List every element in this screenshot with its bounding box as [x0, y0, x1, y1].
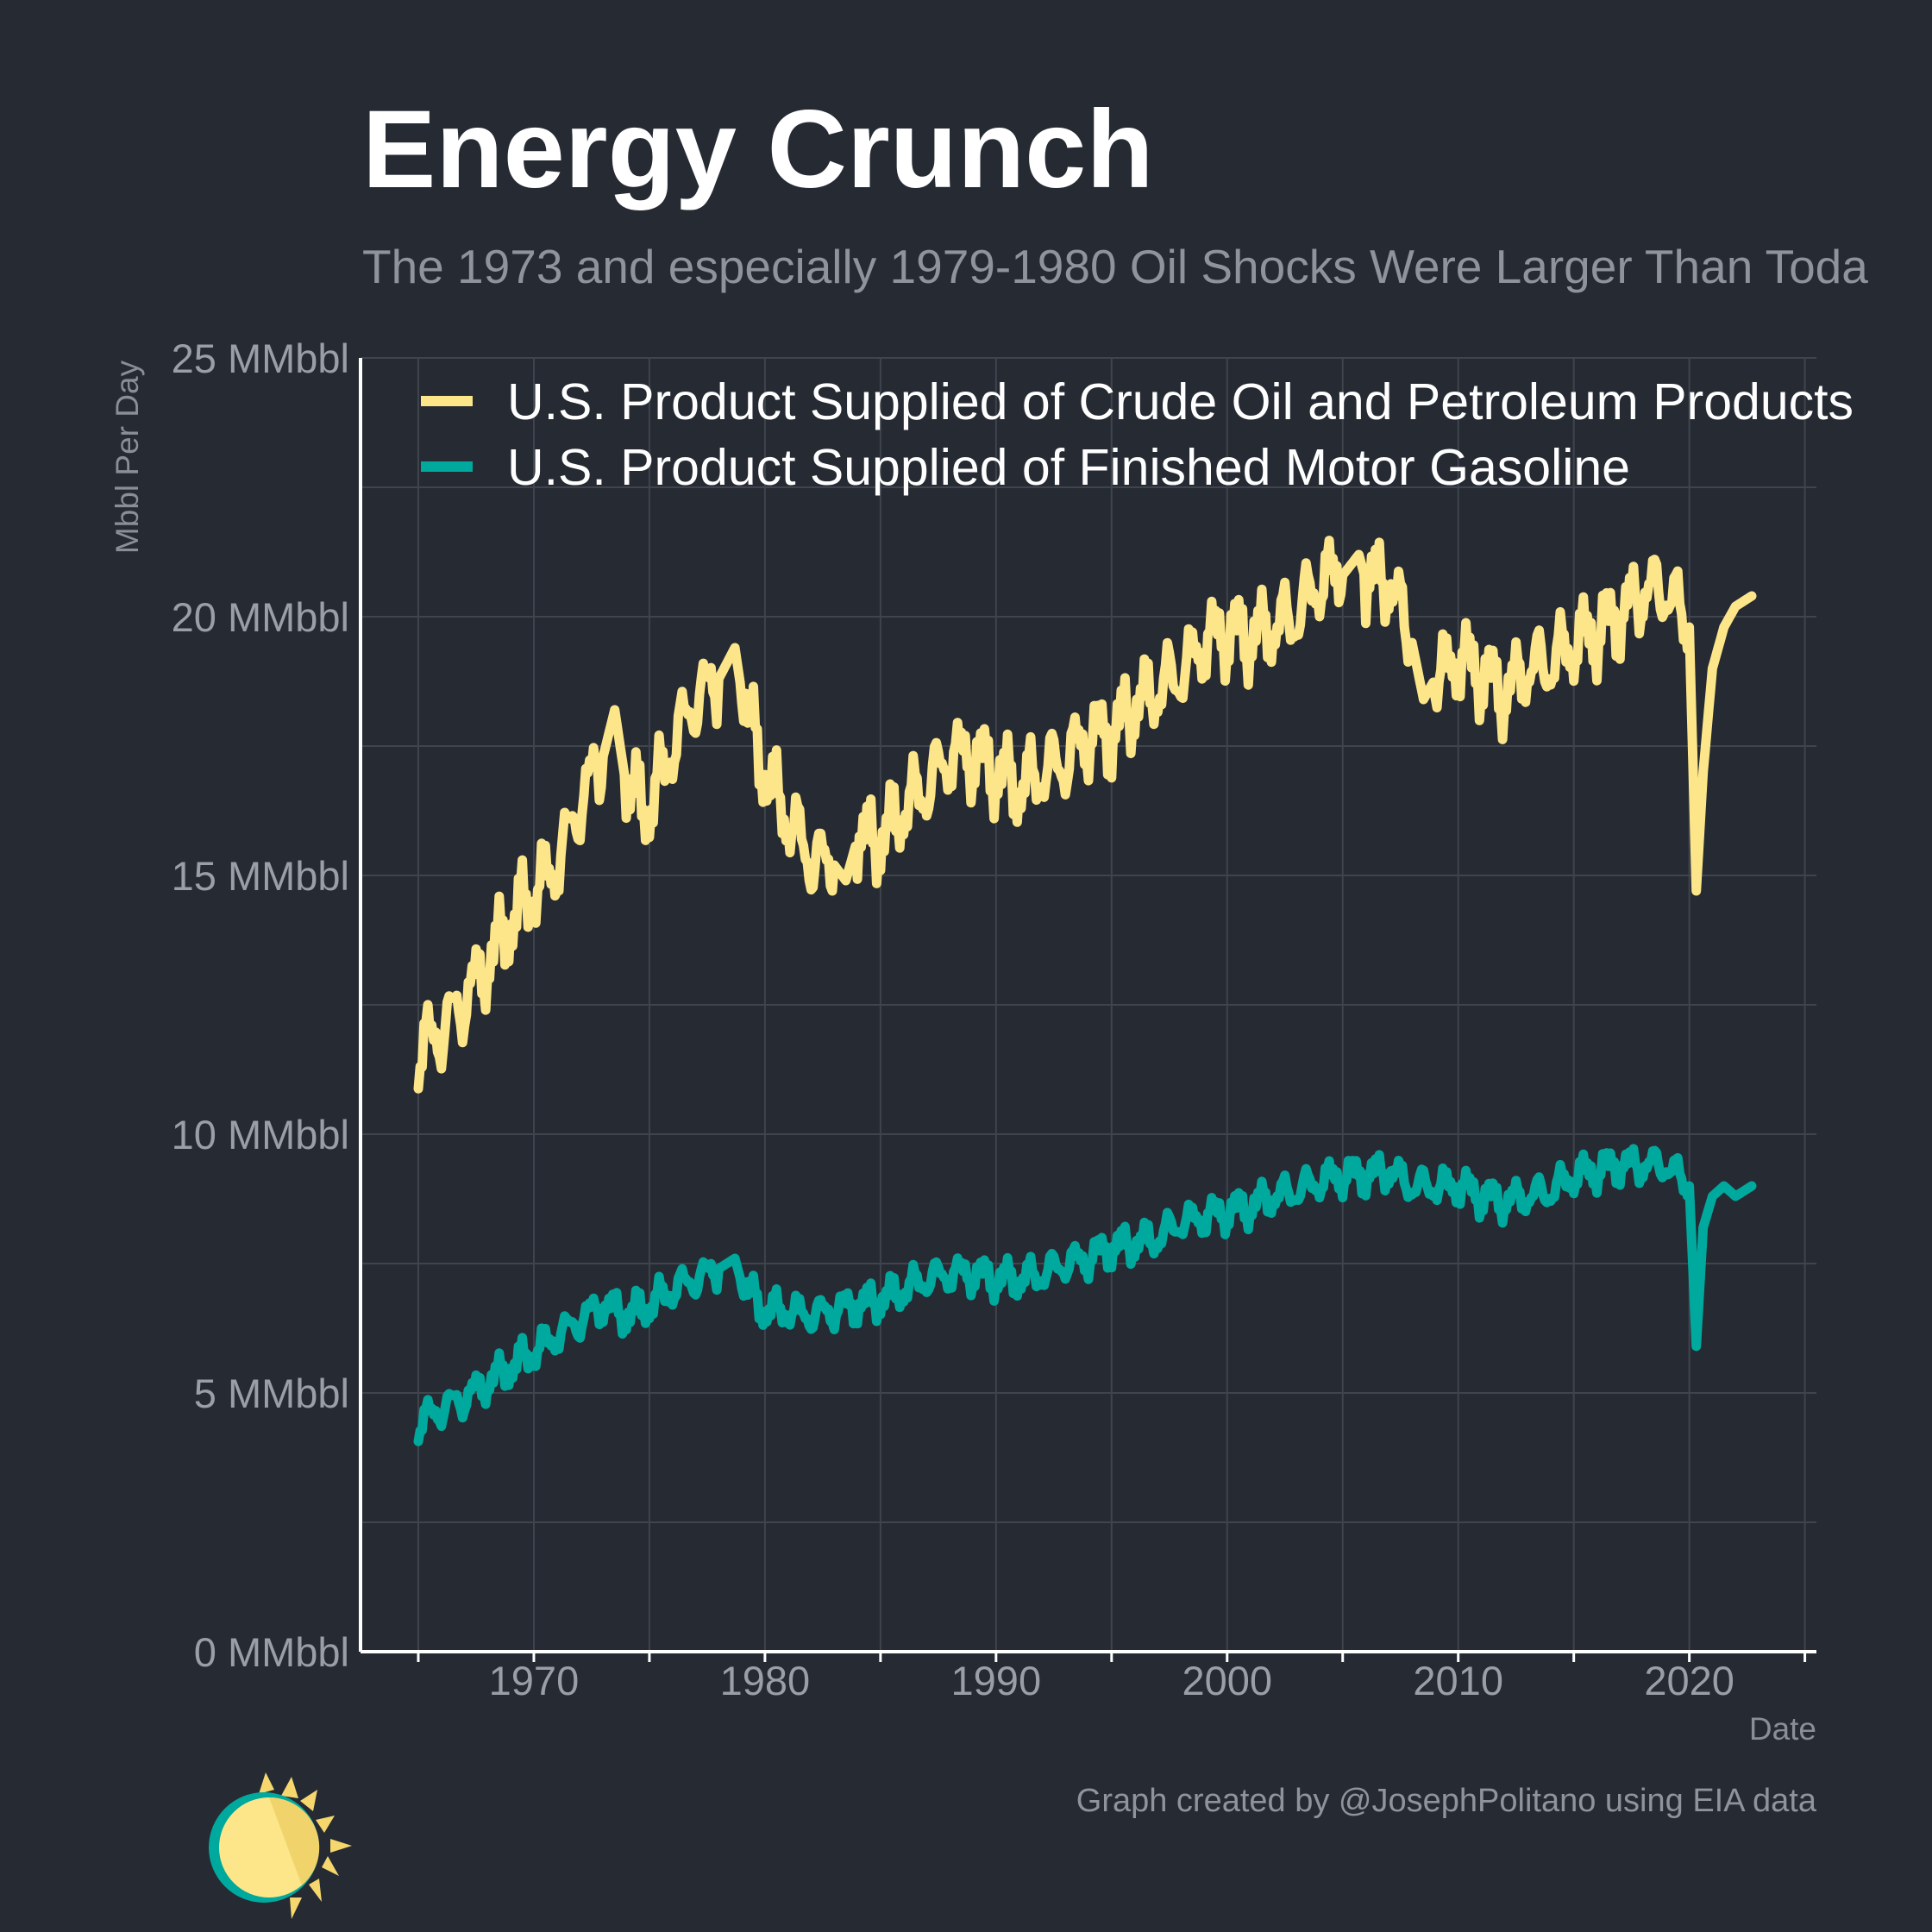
chart-subtitle: The 1973 and especially 1979-1980 Oil Sh…: [362, 240, 1868, 293]
x-tick-label: 2000: [1182, 1658, 1272, 1703]
y-tick-label: 15 MMbbl: [172, 853, 349, 899]
x-tick-label: 2020: [1644, 1658, 1734, 1703]
x-tick-label: 1970: [489, 1658, 580, 1703]
x-tick-label: 1990: [951, 1658, 1042, 1703]
sun-logo-icon: [209, 1772, 352, 1919]
y-tick-label: 5 MMbbl: [194, 1371, 349, 1416]
y-tick-label: 20 MMbbl: [172, 594, 349, 640]
legend-label-gasoline: U.S. Product Supplied of Finished Motor …: [507, 439, 1630, 496]
x-axis-title: Date: [1749, 1711, 1816, 1747]
source-caption: Graph created by @JosephPolitano using E…: [1076, 1783, 1816, 1819]
y-axis-title: Mbbl Per Day: [110, 360, 145, 554]
series-line-crude: [413, 536, 1757, 1094]
legend-label-crude: U.S. Product Supplied of Crude Oil and P…: [507, 373, 1854, 430]
chart-title: Energy Crunch: [362, 88, 1154, 211]
x-axis-ticks: 1970 1980 1990 2000 2010 2020: [417, 1652, 1807, 1703]
y-tick-label: 0 MMbbl: [194, 1629, 349, 1675]
y-axis-ticks: 0 MMbbl 5 MMbbl 10 MMbbl 15 MMbbl 20 MMbbl 25…: [172, 336, 349, 1675]
x-tick-label: 1980: [720, 1658, 811, 1703]
y-tick-label: 10 MMbbl: [172, 1112, 349, 1157]
legend: U.S. Product Supplied of Crude Oil and P…: [421, 373, 1854, 496]
y-tick-label: 25 MMbbl: [172, 336, 349, 381]
grid-lines: [361, 357, 1816, 1653]
x-tick-label: 2010: [1413, 1658, 1503, 1703]
series-lines: [413, 536, 1757, 1446]
series-line-gasoline: [413, 1144, 1757, 1446]
